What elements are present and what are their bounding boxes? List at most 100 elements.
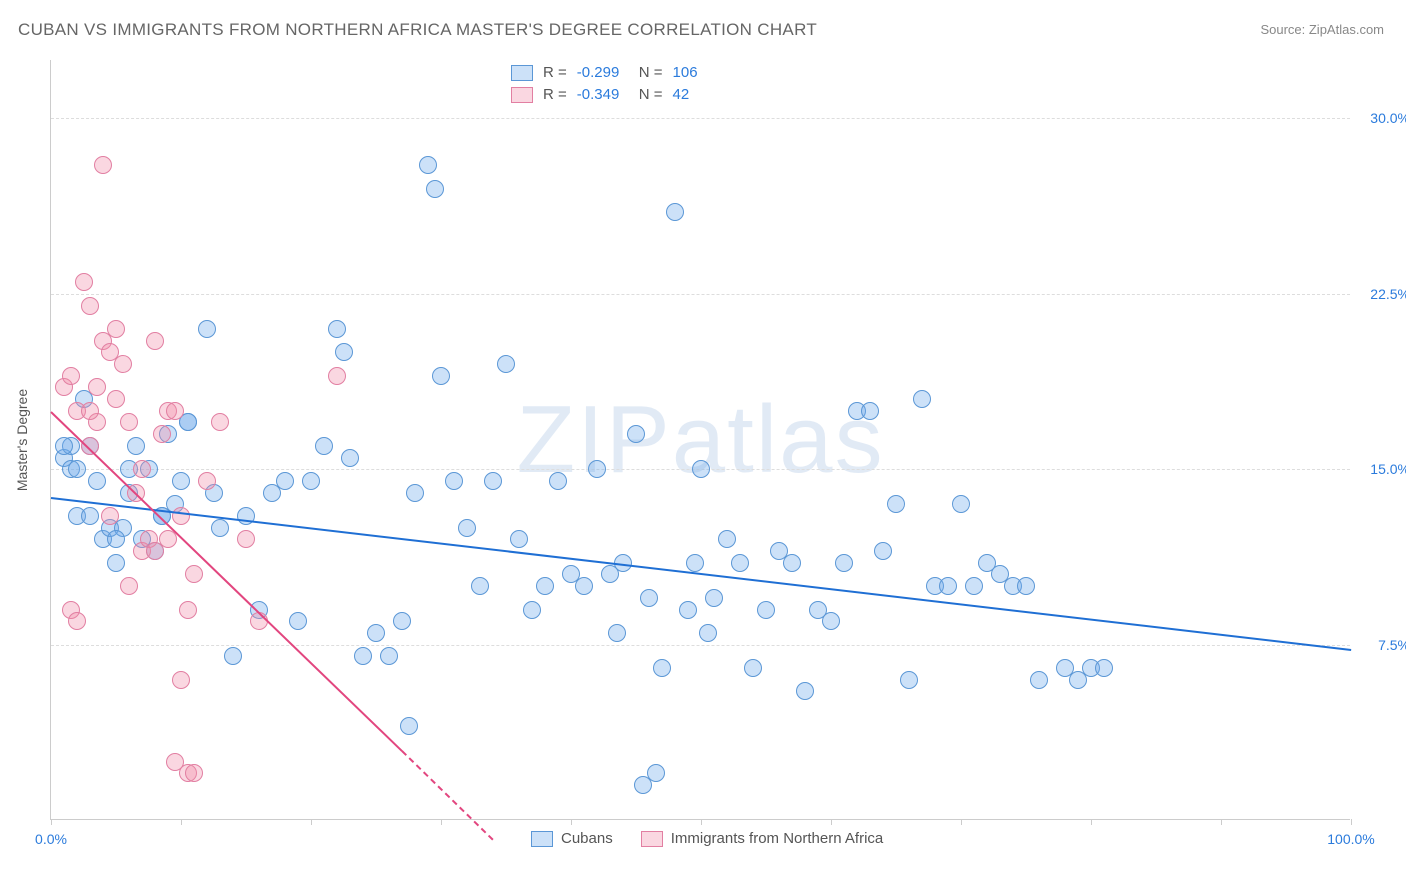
scatter-point <box>146 332 164 350</box>
scatter-point <box>1030 671 1048 689</box>
scatter-point <box>101 507 119 525</box>
scatter-point <box>965 577 983 595</box>
scatter-point <box>62 367 80 385</box>
legend-item-1: Cubans <box>531 830 613 847</box>
legend-correlation: R = -0.299 N = 106 R = -0.349 N = 42 <box>511 60 725 110</box>
scatter-point <box>328 367 346 385</box>
scatter-point <box>939 577 957 595</box>
r-label: R = <box>543 62 567 84</box>
scatter-point <box>302 472 320 490</box>
scatter-point <box>328 320 346 338</box>
scatter-point <box>510 530 528 548</box>
n-label: N = <box>639 62 663 84</box>
plot-area: ZIPatlas R = -0.299 N = 106 R = -0.349 N… <box>50 60 1350 820</box>
scatter-point <box>783 554 801 572</box>
x-tick <box>441 819 442 825</box>
scatter-point <box>913 390 931 408</box>
y-tick-label: 22.5% <box>1360 286 1406 302</box>
scatter-point <box>744 659 762 677</box>
x-tick <box>181 819 182 825</box>
scatter-point <box>380 647 398 665</box>
scatter-point <box>1095 659 1113 677</box>
scatter-point <box>107 390 125 408</box>
n-value-1: 106 <box>673 62 725 84</box>
scatter-point <box>289 612 307 630</box>
y-tick-label: 15.0% <box>1360 461 1406 477</box>
scatter-point <box>432 367 450 385</box>
x-tick <box>311 819 312 825</box>
legend-item-2: Immigrants from Northern Africa <box>641 830 884 847</box>
scatter-point <box>185 565 203 583</box>
legend-series: Cubans Immigrants from Northern Africa <box>531 830 883 847</box>
scatter-point <box>107 530 125 548</box>
scatter-point <box>367 624 385 642</box>
trend-line-dashed <box>401 750 493 840</box>
swatch-series-1 <box>511 65 533 81</box>
y-tick-label: 7.5% <box>1360 637 1406 653</box>
scatter-point <box>107 320 125 338</box>
scatter-point <box>1017 577 1035 595</box>
x-tick <box>571 819 572 825</box>
swatch-series-2 <box>641 831 663 847</box>
swatch-series-1 <box>531 831 553 847</box>
x-tick <box>51 819 52 825</box>
swatch-series-2 <box>511 87 533 103</box>
scatter-point <box>81 507 99 525</box>
scatter-point <box>172 472 190 490</box>
scatter-point <box>55 437 73 455</box>
scatter-point <box>718 530 736 548</box>
scatter-point <box>426 180 444 198</box>
source-label: Source: ZipAtlas.com <box>1260 22 1384 37</box>
scatter-point <box>861 402 879 420</box>
scatter-point <box>120 413 138 431</box>
scatter-point <box>94 156 112 174</box>
r-value-2: -0.349 <box>577 84 629 106</box>
x-tick <box>831 819 832 825</box>
chart-title: CUBAN VS IMMIGRANTS FROM NORTHERN AFRICA… <box>18 20 817 40</box>
scatter-point <box>406 484 424 502</box>
x-tick <box>1351 819 1352 825</box>
scatter-point <box>796 682 814 700</box>
scatter-point <box>419 156 437 174</box>
scatter-point <box>627 425 645 443</box>
scatter-point <box>705 589 723 607</box>
scatter-point <box>276 472 294 490</box>
scatter-point <box>549 472 567 490</box>
scatter-point <box>114 355 132 373</box>
legend-label-2: Immigrants from Northern Africa <box>671 830 884 847</box>
scatter-point <box>666 203 684 221</box>
scatter-point <box>952 495 970 513</box>
scatter-point <box>172 671 190 689</box>
scatter-point <box>166 402 184 420</box>
scatter-point <box>679 601 697 619</box>
scatter-point <box>172 507 190 525</box>
scatter-point <box>471 577 489 595</box>
scatter-point <box>335 343 353 361</box>
scatter-point <box>484 472 502 490</box>
scatter-point <box>81 402 99 420</box>
scatter-point <box>653 659 671 677</box>
scatter-point <box>393 612 411 630</box>
scatter-point <box>179 601 197 619</box>
scatter-point <box>699 624 717 642</box>
scatter-point <box>575 577 593 595</box>
scatter-point <box>686 554 704 572</box>
scatter-point <box>237 530 255 548</box>
scatter-point <box>835 554 853 572</box>
scatter-point <box>88 378 106 396</box>
scatter-point <box>133 460 151 478</box>
scatter-point <box>588 460 606 478</box>
scatter-point <box>211 519 229 537</box>
scatter-point <box>88 472 106 490</box>
scatter-point <box>874 542 892 560</box>
scatter-point <box>315 437 333 455</box>
legend-row-1: R = -0.299 N = 106 <box>511 62 725 84</box>
scatter-point <box>536 577 554 595</box>
scatter-point <box>608 624 626 642</box>
n-label: N = <box>639 84 663 106</box>
scatter-point <box>458 519 476 537</box>
scatter-point <box>68 460 86 478</box>
scatter-point <box>153 425 171 443</box>
scatter-point <box>523 601 541 619</box>
gridline-h <box>51 294 1350 295</box>
